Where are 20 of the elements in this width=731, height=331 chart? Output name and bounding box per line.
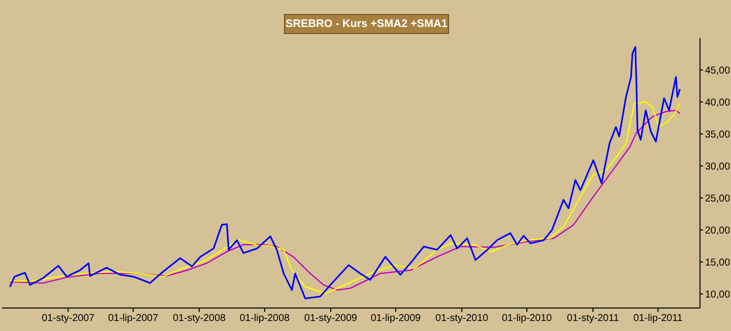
line-series (9, 46, 681, 300)
x-tick-label: 01-sty-2008 (172, 313, 226, 324)
x-tick-label: 01-sty-2011 (566, 313, 620, 324)
x-tick-label: 01-lip-2007 (108, 313, 159, 324)
y-tick-label: 25,00 (705, 194, 730, 205)
chart-title: SREBRO - Kurs +SMA2 +SMA1 (284, 14, 449, 34)
y-tick-label: 40,00 (705, 98, 730, 109)
x-tick-label: 01-sty-2010 (435, 313, 489, 324)
y-tick-label: 30,00 (705, 162, 730, 173)
y-tick-label: 45,00 (705, 66, 730, 77)
y-tick-label: 10,00 (705, 289, 730, 300)
x-tick-label: 01-sty-2009 (304, 313, 358, 324)
x-tick-label: 01-lip-2009 (370, 313, 422, 324)
y-tick-label: 35,00 (705, 130, 730, 141)
x-tick-label: 01-lip-2011 (633, 313, 684, 324)
x-tick-label: 01-lip-2008 (240, 313, 290, 324)
y-tick-label: 20,00 (705, 225, 730, 236)
x-tick-label: 01-lip-2010 (502, 313, 552, 324)
y-tick-label: 15,00 (705, 257, 730, 268)
x-tick-label: 01-sty-2007 (42, 313, 95, 324)
